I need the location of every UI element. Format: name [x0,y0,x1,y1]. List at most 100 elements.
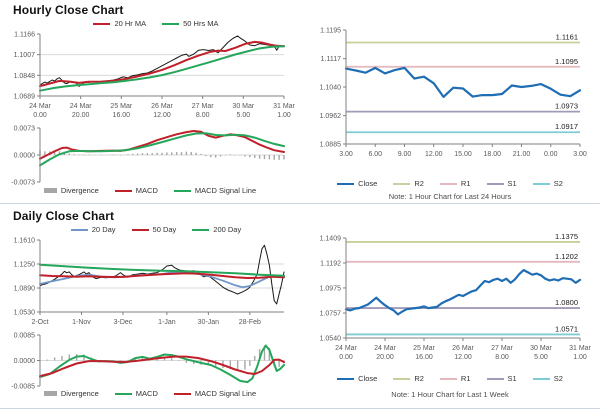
svg-text:25 Mar: 25 Mar [110,103,132,110]
h24-legend: Close R2 R1 S1 S2 [300,179,600,188]
legend-item-50-day: 50 Day [131,225,176,234]
svg-text:1.0975: 1.0975 [320,285,342,292]
legend-label: S1 [507,374,517,383]
legend-line-swatch-icon [114,392,132,395]
svg-text:1.0530: 1.0530 [14,310,36,317]
legend-item-r2: R2 [393,179,424,188]
legend-line-swatch-icon [114,189,132,192]
svg-text:1.1007: 1.1007 [14,52,36,59]
svg-text:1.1117: 1.1117 [321,56,341,63]
svg-text:3.00: 3.00 [339,151,353,158]
legend-line-swatch-icon [393,377,411,380]
svg-text:8.00: 8.00 [196,112,210,119]
hourly-macd-legend: Divergence MACD MACD Signal Line [0,186,300,195]
svg-text:0.0085: 0.0085 [14,333,36,340]
svg-text:31 Mar: 31 Mar [569,345,591,352]
legend-label: 50 Hrs MA [183,19,219,28]
svg-text:-0.0085: -0.0085 [11,384,35,391]
svg-text:1.0571: 1.0571 [555,324,578,333]
svg-text:-0.0073: -0.0073 [11,180,35,187]
legend-line-swatch-icon [337,377,355,380]
svg-text:1.0973: 1.0973 [555,102,578,111]
daily-macd-chart: 0.0085 0.0000 -0.0085 [11,333,285,391]
bottom-divider [0,408,600,409]
daily-chart-title: Daily Close Chart [13,209,115,223]
legend-item-close: Close [337,374,377,383]
legend-label: R1 [460,179,471,188]
svg-text:31 Mar: 31 Mar [273,103,295,110]
legend-line-swatch-icon [192,228,210,231]
legend-item-r1: R1 [439,179,471,188]
legend-line-swatch-icon [439,377,457,380]
svg-text:1.0962: 1.0962 [320,113,342,120]
svg-text:24 Mar: 24 Mar [374,345,396,352]
legend-item-20-day: 20 Day [70,225,116,234]
legend-line-swatch-icon [486,377,504,380]
legend-line-swatch-icon [162,22,180,25]
svg-text:28-Feb: 28-Feb [239,319,261,326]
legend-line-swatch-icon [532,377,550,380]
svg-text:1.0848: 1.0848 [14,73,36,80]
svg-text:12.00: 12.00 [454,354,472,361]
legend-label: S2 [553,179,563,188]
legend-bar-swatch-icon [43,188,57,193]
svg-text:30 Mar: 30 Mar [232,103,254,110]
legend-item-s2: S2 [532,179,563,188]
svg-text:30-Jan: 30-Jan [198,319,220,326]
hourly-price-chart: 1.1166 1.1007 1.0848 1.0689 24 Mar 0.00 24 Mar… [14,32,296,120]
svg-text:1.1250: 1.1250 [14,262,36,269]
legend-item-macd-signal-line: MACD Signal Line [173,186,256,195]
svg-text:1-Nov: 1-Nov [72,319,91,326]
svg-text:1.1095: 1.1095 [555,57,578,66]
legend-label: MACD [135,389,158,398]
legend-line-swatch-icon [337,182,355,185]
legend-item-macd-signal-line: MACD Signal Line [173,389,256,398]
svg-text:0.00: 0.00 [544,151,558,158]
svg-text:0.0073: 0.0073 [14,126,36,133]
svg-text:3-Dec: 3-Dec [114,319,133,326]
svg-text:1.1040: 1.1040 [320,85,342,92]
svg-text:1.1192: 1.1192 [320,260,341,267]
daily-macd-legend: Divergence MACD MACD Signal Line [0,389,300,398]
svg-text:0.00: 0.00 [33,112,47,119]
svg-text:1.0800: 1.0800 [555,298,578,307]
svg-text:1.00: 1.00 [573,354,587,361]
legend-label: Close [358,179,378,188]
legend-item-20-hr-ma: 20 Hr MA [93,19,146,28]
svg-text:1.1610: 1.1610 [14,238,36,245]
svg-text:24 Mar: 24 Mar [335,345,357,352]
svg-text:26 Mar: 26 Mar [151,103,173,110]
svg-text:9.00: 9.00 [398,151,412,158]
svg-text:18.00: 18.00 [483,151,501,158]
legend-label: 20 Hr MA [114,19,147,28]
legend-item-macd: MACD [114,186,158,195]
legend-label: S1 [507,179,517,188]
svg-text:1.1375: 1.1375 [555,232,578,241]
svg-text:3.00: 3.00 [573,151,587,158]
svg-text:16.00: 16.00 [415,354,433,361]
svg-text:1-Jan: 1-Jan [158,319,176,326]
svg-text:1.1166: 1.1166 [14,32,35,39]
daily-price-legend: 20 Day 50 Day 200 Day [20,225,292,234]
legend-line-swatch-icon [93,22,111,25]
week-pivot-chart: 1.1375 1.1202 1.0800 1.0571 1.1409 1.1192 1.09… [320,232,592,361]
svg-text:5.00: 5.00 [237,112,251,119]
svg-text:6.00: 6.00 [368,151,382,158]
svg-text:1.1195: 1.1195 [320,28,341,35]
week-note: Note: 1 Hour Chart for Last 1 Week [391,390,509,399]
legend-label: Divergence [60,186,99,195]
legend-line-swatch-icon [439,182,457,185]
svg-text:25 Mar: 25 Mar [413,345,435,352]
svg-text:24 Mar: 24 Mar [70,103,92,110]
svg-text:2-Oct: 2-Oct [31,319,48,326]
legend-label: 20 Day [91,225,116,234]
svg-text:20.00: 20.00 [376,354,394,361]
hourly-chart-title: Hourly Close Chart [13,3,124,17]
svg-text:27 Mar: 27 Mar [192,103,214,110]
legend-item-50-hrs-ma: 50 Hrs MA [162,19,219,28]
svg-text:12.00: 12.00 [153,112,171,119]
legend-label: R2 [414,179,424,188]
svg-text:12.00: 12.00 [425,151,443,158]
legend-label: R1 [460,374,471,383]
section-divider [0,203,600,204]
